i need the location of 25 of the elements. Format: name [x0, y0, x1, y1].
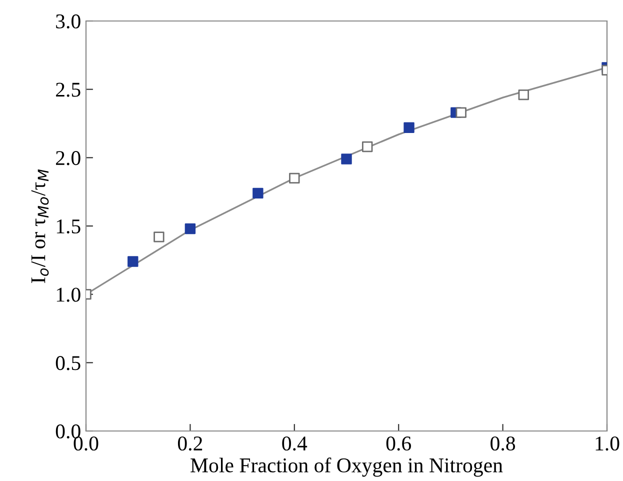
x-tick-label: 0.0	[74, 436, 98, 451]
point	[362, 141, 373, 152]
point	[154, 232, 164, 242]
y-tick-label: 2.5	[56, 82, 80, 97]
point	[128, 256, 138, 267]
y-tick-label: 2.0	[56, 151, 80, 166]
x-tick-label: 0.8	[490, 436, 516, 451]
y-tick-label: 1.0	[56, 288, 80, 302]
x-axis-title: Mole Fraction of Oxygen in Nitrogen	[190, 458, 503, 477]
point	[456, 107, 466, 118]
x-tick-label: 0.6	[386, 436, 411, 451]
y-tick-label: 0.0	[56, 424, 80, 439]
point	[404, 122, 414, 133]
x-tick-label: 0.4	[282, 436, 308, 451]
point	[341, 154, 352, 164]
y-tick-label: 0.5	[56, 356, 80, 370]
x-tick-label: 0.2	[178, 436, 202, 451]
point	[518, 89, 529, 100]
x-tick-label: 1.0	[596, 436, 620, 451]
y-tick-label: 3.0	[56, 14, 80, 29]
point	[289, 172, 300, 184]
point	[252, 188, 264, 199]
y-axis-title: I$_{o}$/I or τ$_{Mo}$/τ$_{M}$	[31, 169, 49, 283]
y-tick-label: 1.5	[56, 219, 80, 234]
point	[184, 223, 196, 234]
